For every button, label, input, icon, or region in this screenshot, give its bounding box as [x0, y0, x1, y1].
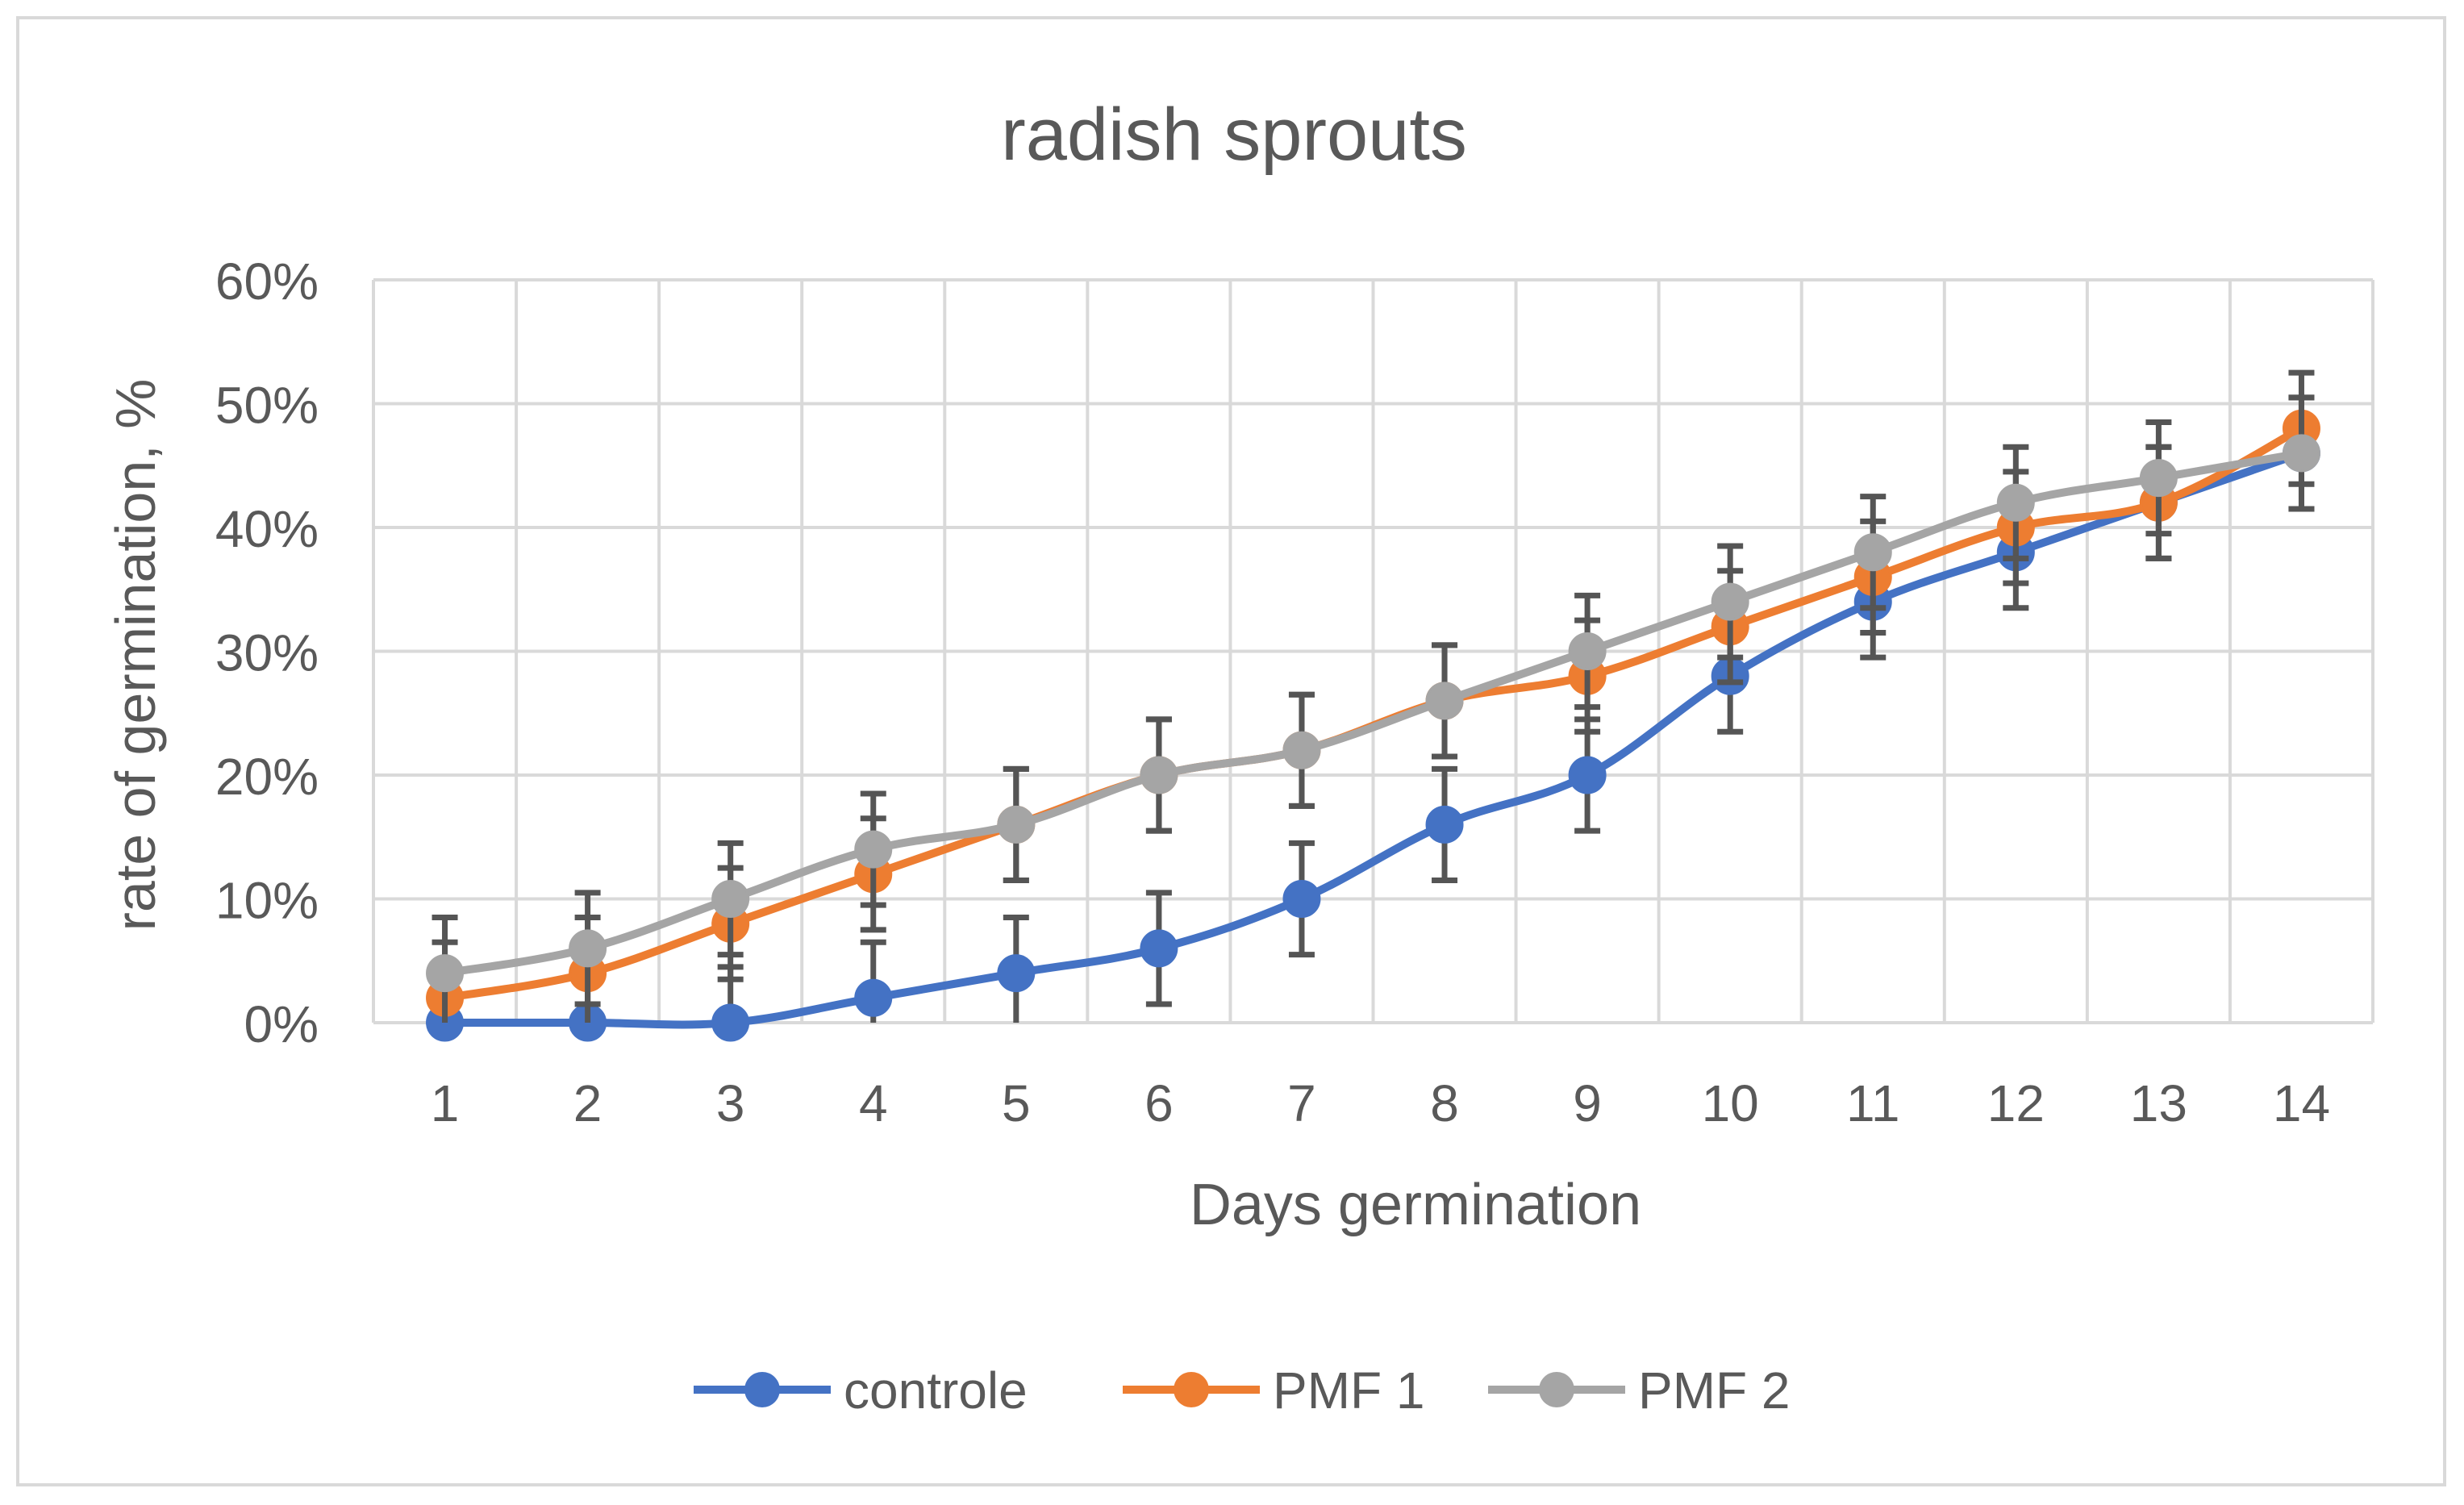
x-tick-label: 11: [1846, 1074, 1899, 1132]
chart-title: radish sprouts: [1001, 94, 1467, 176]
x-tick-label: 5: [1002, 1074, 1031, 1132]
data-point: [997, 805, 1036, 844]
data-point: [2139, 459, 2178, 498]
y-tick-label: 30%: [215, 624, 319, 682]
y-axis-label: rate of germination, %: [104, 379, 167, 932]
data-point: [1140, 756, 1178, 794]
data-point: [426, 954, 465, 993]
data-point: [854, 830, 893, 869]
data-point: [1282, 731, 1321, 769]
data-point: [569, 929, 607, 968]
series-layer: [426, 369, 2320, 1042]
y-axis-ticks: 0% 10% 20% 30% 40% 50% 60%: [215, 252, 319, 1053]
data-point: [1568, 756, 1607, 794]
legend-label: controle: [844, 1361, 1028, 1420]
x-tick-label: 7: [1287, 1074, 1316, 1132]
x-tick-label: 9: [1573, 1074, 1602, 1132]
x-axis-ticks: 1 2 3 4 5 6 7 8 9 10 11 12 13 14: [431, 1074, 2330, 1132]
x-tick-label: 12: [1987, 1074, 2045, 1132]
x-tick-label: 14: [2273, 1074, 2330, 1132]
data-point: [997, 954, 1036, 993]
x-tick-label: 10: [1702, 1074, 1759, 1132]
legend-swatch-marker: [1174, 1372, 1209, 1407]
data-point: [1140, 929, 1178, 968]
y-tick-label: 0%: [244, 995, 319, 1053]
x-tick-label: 4: [859, 1074, 888, 1132]
x-tick-label: 13: [2130, 1074, 2187, 1132]
data-point: [711, 880, 750, 918]
data-point: [711, 1003, 750, 1042]
data-point: [1425, 805, 1464, 844]
data-point: [854, 978, 893, 1017]
x-axis-label: Days germination: [1190, 1173, 1641, 1237]
legend-label: PMF 1: [1273, 1361, 1424, 1420]
data-point: [1568, 632, 1607, 670]
data-point: [1282, 880, 1321, 918]
y-tick-label: 50%: [215, 377, 319, 435]
plot-grid: [372, 278, 2374, 1024]
data-point: [1711, 582, 1749, 621]
y-tick-label: 10%: [215, 872, 319, 930]
data-point: [2282, 434, 2320, 473]
legend-swatch-marker: [1539, 1372, 1574, 1407]
data-point: [1853, 533, 1892, 572]
x-tick-label: 6: [1144, 1074, 1174, 1132]
y-tick-label: 20%: [215, 748, 319, 806]
x-tick-label: 1: [431, 1074, 460, 1132]
x-tick-label: 3: [716, 1074, 745, 1132]
data-point: [1996, 483, 2035, 522]
data-point: [1425, 682, 1464, 720]
y-tick-label: 40%: [215, 500, 319, 558]
x-tick-label: 2: [573, 1074, 602, 1132]
legend-swatch-marker: [744, 1372, 780, 1407]
x-tick-label: 8: [1430, 1074, 1459, 1132]
legend-label: PMF 2: [1638, 1361, 1790, 1420]
series-pmf-2: [426, 394, 2320, 1023]
y-tick-label: 60%: [215, 252, 319, 311]
chart-legend: controle PMF 1 PMF 2: [694, 1361, 1790, 1420]
series-line: [444, 449, 2303, 1029]
